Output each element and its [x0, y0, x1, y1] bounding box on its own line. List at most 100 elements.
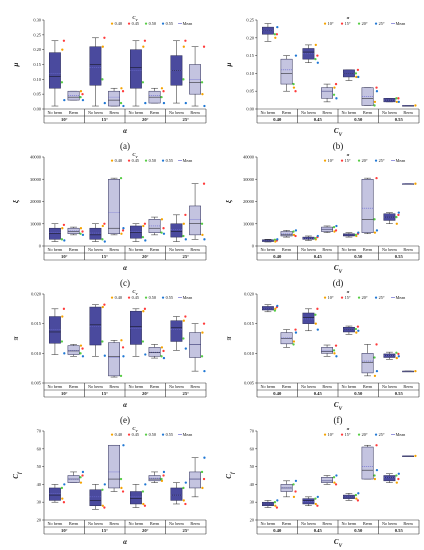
box-body — [280, 231, 293, 237]
data-point — [60, 340, 64, 343]
y-tick-label: 0.20 — [246, 35, 254, 40]
group-label: 15° — [102, 254, 109, 259]
box-body — [108, 90, 120, 107]
category-label: No berm — [88, 110, 104, 115]
data-point — [121, 490, 125, 493]
box-a-0-1 — [67, 90, 85, 102]
data-point — [292, 340, 296, 343]
box-h-3-1 — [402, 454, 417, 458]
box-body — [67, 345, 80, 355]
data-point — [101, 45, 104, 48]
group-label: 0.50 — [354, 117, 363, 122]
box-g-3-0 — [170, 481, 187, 506]
data-point — [273, 238, 277, 241]
box-body — [361, 179, 374, 233]
group-label: 20° — [142, 117, 149, 122]
data-point — [292, 483, 295, 486]
box-f-2-0 — [343, 325, 360, 335]
group-label: 20° — [142, 254, 149, 259]
group-label: 15° — [102, 391, 109, 396]
legend-title: CV — [132, 15, 138, 22]
data-point — [103, 101, 106, 105]
data-point — [184, 238, 187, 241]
data-point — [81, 233, 85, 237]
data-point — [274, 504, 277, 507]
data-point — [119, 176, 123, 180]
data-point — [356, 499, 360, 502]
legend-item: 10° — [328, 432, 334, 437]
legend-marker — [323, 296, 327, 299]
category-label: No berm — [382, 384, 398, 389]
data-point — [162, 101, 166, 105]
data-point — [160, 218, 164, 221]
data-point — [121, 90, 125, 93]
data-point — [202, 45, 206, 48]
box-body — [49, 316, 61, 344]
data-point — [273, 501, 277, 504]
panel-caption: (e) — [120, 415, 130, 425]
legend-item: 0.40 — [115, 432, 122, 437]
y-axis-label: Cf — [225, 471, 236, 479]
group-label: 0.50 — [354, 254, 363, 259]
box-g-3-1 — [189, 456, 206, 498]
box-d-3-1 — [402, 182, 417, 185]
box-a-1-1 — [108, 87, 125, 108]
category-label: No berm — [169, 247, 185, 252]
legend-item: 0.40 — [115, 295, 122, 300]
data-point — [122, 104, 125, 108]
data-point — [292, 343, 295, 346]
category-label: Berm — [69, 110, 79, 115]
data-point — [274, 240, 277, 243]
data-point — [122, 355, 125, 358]
data-point — [316, 234, 319, 238]
data-point — [334, 82, 338, 86]
data-point — [141, 81, 145, 84]
data-point — [201, 331, 204, 334]
y-tick-label: 70 — [37, 429, 42, 434]
box-h-0-0 — [262, 499, 279, 509]
data-point — [141, 235, 145, 239]
data-point — [79, 344, 83, 347]
category-label: Berm — [363, 521, 373, 526]
data-point — [144, 101, 147, 105]
category-label: No berm — [169, 384, 185, 389]
category-label: Berm — [109, 384, 119, 389]
data-point — [334, 344, 338, 347]
data-point — [79, 352, 82, 355]
category-label: No berm — [48, 110, 64, 115]
box-g-1-0 — [89, 483, 106, 510]
data-point — [201, 93, 204, 96]
data-point — [275, 506, 279, 509]
y-tick-label: 0.20 — [33, 47, 41, 52]
data-point — [79, 481, 83, 484]
box-b-3-0 — [383, 97, 400, 104]
box-b-3-1 — [402, 104, 417, 107]
data-point — [144, 239, 147, 242]
data-point — [294, 479, 298, 482]
panel-caption: (f) — [334, 415, 343, 425]
data-point — [314, 313, 317, 316]
data-point — [355, 331, 358, 334]
y-tick-label: 0.010 — [31, 351, 42, 356]
legend-marker — [323, 22, 327, 25]
group-label: 0.40 — [273, 254, 282, 259]
data-point — [335, 355, 338, 358]
data-point — [81, 474, 84, 477]
data-point — [373, 356, 376, 359]
category-label: Berm — [363, 247, 373, 252]
box-c-1-1 — [108, 176, 125, 236]
data-point — [60, 486, 64, 490]
category-label: Berm — [190, 521, 200, 526]
data-point — [314, 43, 317, 47]
data-point — [314, 502, 317, 506]
data-point — [333, 352, 336, 355]
data-point — [275, 33, 279, 36]
data-point — [292, 82, 295, 86]
legend-marker — [340, 22, 344, 25]
y-tick-label: 0 — [252, 244, 255, 249]
data-point — [121, 229, 125, 232]
data-point — [101, 488, 104, 491]
box-body — [67, 227, 80, 235]
box-d-1-1 — [321, 224, 338, 233]
